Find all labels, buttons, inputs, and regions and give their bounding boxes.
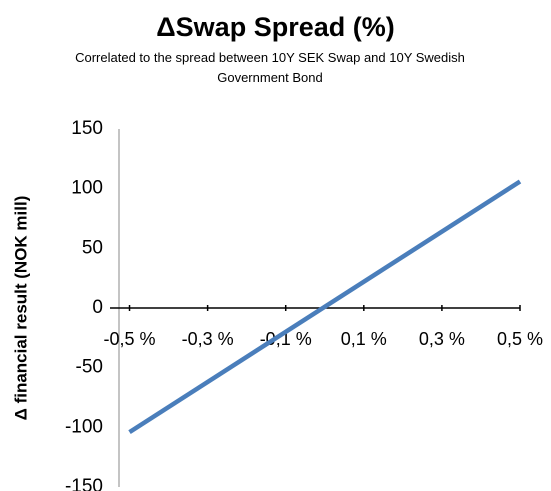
y-tick-label: 50 xyxy=(82,237,103,258)
y-tick-label: 100 xyxy=(71,178,103,199)
x-tick-label: 0,5 % xyxy=(497,329,543,349)
x-tick-label: 0,3 % xyxy=(419,329,465,349)
y-tick-label: 150 xyxy=(71,118,103,139)
chart-subtitle: Correlated to the spread between 10Y SEK… xyxy=(75,50,465,85)
x-tick-label: -0,5 % xyxy=(104,329,156,349)
y-tick-label: 0 xyxy=(92,297,103,318)
x-tick-label: -0,3 % xyxy=(182,329,234,349)
x-tick-label: -0,1 % xyxy=(260,329,312,349)
data-line xyxy=(128,179,522,435)
y-tick-label: -150 xyxy=(65,476,103,491)
x-tick-label: 0,1 % xyxy=(341,329,387,349)
y-tick-label: -50 xyxy=(76,357,103,378)
y-tick-label: -100 xyxy=(65,416,103,437)
chart-title: ΔSwap Spread (%) xyxy=(156,12,395,42)
y-axis-label: Δ financial result (NOK mill) xyxy=(11,196,30,421)
